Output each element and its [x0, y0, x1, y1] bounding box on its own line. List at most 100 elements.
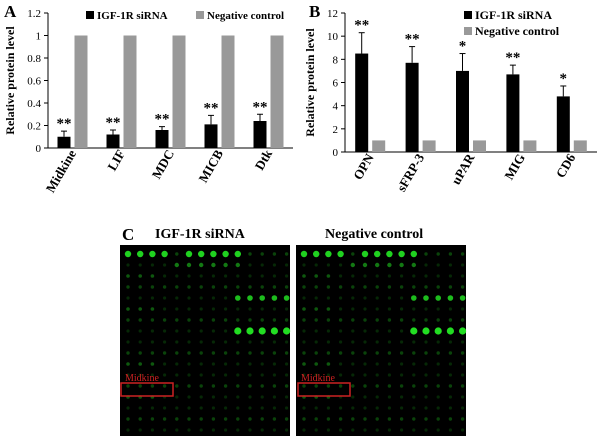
array-spot — [199, 296, 203, 300]
array-spot — [448, 428, 452, 432]
array-spot — [387, 384, 392, 388]
array-spot — [199, 362, 203, 366]
y-tick-label: 0 — [36, 143, 42, 155]
array-spot — [211, 362, 215, 366]
array-spot — [387, 274, 391, 278]
array-spot — [412, 351, 416, 355]
array-spot — [424, 274, 428, 278]
array-spot — [302, 373, 306, 377]
array-spot — [236, 395, 240, 399]
array-spot — [175, 296, 179, 300]
array-spot — [126, 406, 130, 410]
array-spot — [211, 285, 216, 289]
array-spot — [351, 307, 355, 311]
array-spot — [461, 274, 465, 278]
array-spot — [138, 384, 142, 388]
array-spot — [326, 274, 331, 278]
legend-label: IGF-1R siRNA — [475, 8, 552, 22]
array-spot — [424, 307, 428, 311]
array-spot — [126, 296, 130, 300]
array-spot — [436, 384, 440, 388]
array-spot — [436, 428, 440, 432]
array-spot — [424, 340, 428, 344]
array-spot — [436, 307, 440, 311]
array-spot — [137, 250, 144, 258]
array-spot — [326, 428, 330, 432]
array-spot — [246, 327, 254, 335]
array-spot — [314, 307, 319, 311]
bar-control-opn — [372, 140, 386, 152]
array-spot — [175, 318, 179, 322]
array-spot — [224, 340, 228, 344]
x-tick-label: MICB — [195, 147, 226, 185]
array-spot — [314, 340, 318, 344]
array-spot — [175, 252, 179, 256]
array-spot — [446, 327, 454, 335]
array-spot — [126, 318, 130, 322]
array-spot — [138, 318, 142, 322]
blot-left-image — [120, 245, 290, 436]
array-spot — [260, 395, 264, 399]
array-spot — [400, 340, 404, 344]
array-spot — [302, 318, 306, 322]
array-spot — [448, 406, 452, 410]
array-spot — [199, 351, 203, 355]
x-tick-label: Midkine — [43, 147, 80, 195]
array-spot — [461, 373, 465, 377]
array-spot — [199, 285, 203, 289]
array-spot — [199, 262, 204, 268]
array-spot — [436, 417, 440, 421]
x-tick-label: MDC — [149, 147, 178, 181]
array-spot — [150, 428, 154, 432]
legend-swatch — [464, 27, 472, 35]
array-spot — [138, 362, 142, 366]
array-spot — [424, 285, 428, 289]
array-spot — [436, 406, 440, 410]
array-spot — [302, 417, 306, 421]
array-spot — [163, 274, 167, 278]
array-spot — [400, 329, 404, 333]
array-spot — [363, 417, 367, 421]
array-spot — [448, 351, 453, 355]
blot-left-title: IGF-1R siRNA — [155, 227, 246, 242]
array-spot — [422, 327, 430, 335]
array-spot — [338, 285, 343, 289]
array-spot — [387, 406, 391, 410]
array-spot — [236, 373, 240, 377]
significance-label: ** — [57, 116, 72, 132]
array-spot — [351, 417, 355, 421]
array-spot — [224, 329, 228, 333]
array-spot — [326, 329, 330, 333]
array-spot — [351, 329, 355, 333]
x-tick-label: sFRP-3 — [394, 151, 428, 195]
array-spot — [302, 351, 306, 355]
array-spot — [398, 250, 405, 258]
array-spot — [375, 406, 379, 410]
array-spot — [300, 250, 308, 258]
array-spot — [284, 285, 289, 289]
bar-sirna-cd6 — [556, 96, 570, 152]
array-spot — [314, 329, 318, 333]
array-spot — [363, 384, 367, 388]
array-spot — [459, 295, 466, 301]
array-spot — [412, 373, 416, 377]
array-spot — [126, 373, 130, 377]
array-spot — [175, 285, 179, 289]
array-spot — [161, 250, 168, 258]
array-spot — [162, 417, 167, 421]
array-spot — [351, 395, 355, 399]
array-spot — [223, 285, 228, 289]
array-spot — [138, 274, 142, 278]
array-spot — [211, 384, 216, 388]
array-spot — [271, 295, 278, 301]
array-spot — [314, 406, 318, 410]
array-spot — [314, 384, 318, 388]
array-spot — [448, 252, 453, 256]
array-spot — [314, 296, 318, 300]
x-tick-label: LIF — [104, 147, 128, 173]
array-spot — [350, 262, 355, 268]
array-spot — [162, 384, 167, 388]
array-spot — [314, 274, 319, 278]
array-spot — [399, 384, 404, 388]
array-spot — [236, 351, 240, 355]
